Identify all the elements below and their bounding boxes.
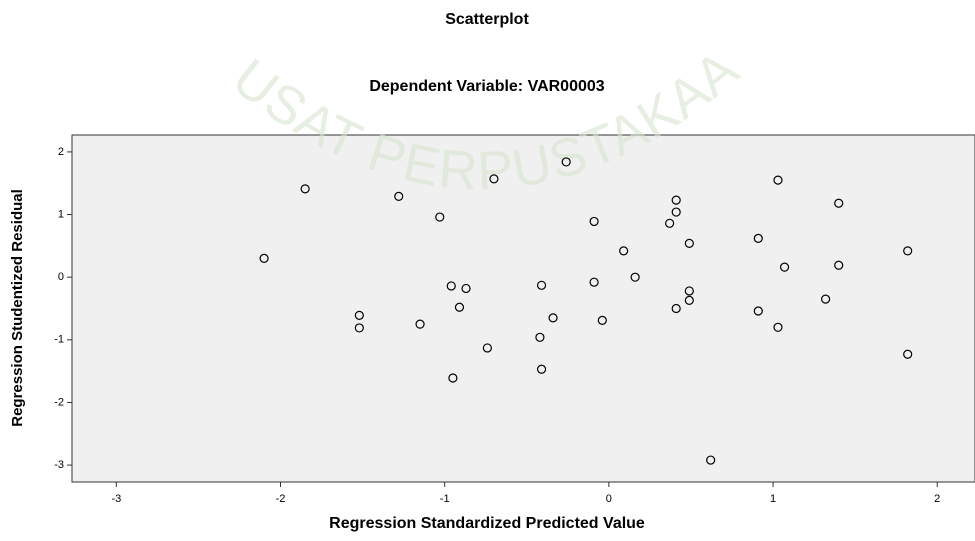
point bbox=[435, 212, 445, 222]
x-tick-label: 1 bbox=[770, 493, 776, 505]
point bbox=[536, 364, 547, 374]
point bbox=[773, 322, 783, 332]
point bbox=[415, 319, 425, 329]
point bbox=[300, 184, 310, 194]
point bbox=[461, 283, 471, 294]
x-tick-label: -1 bbox=[440, 493, 450, 505]
chart-subtitle: Dependent Variable: VAR00003 bbox=[369, 78, 604, 95]
y-tick-label: 1 bbox=[58, 208, 64, 220]
y-tick-label: -3 bbox=[54, 459, 64, 471]
point bbox=[259, 253, 269, 263]
y-tick-label: -1 bbox=[54, 334, 64, 346]
point bbox=[619, 246, 629, 256]
point bbox=[684, 238, 694, 248]
chart-title: Scatterplot bbox=[445, 11, 529, 28]
x-tick-label: 2 bbox=[934, 493, 940, 505]
point bbox=[820, 294, 831, 304]
plot-area bbox=[71, 134, 975, 483]
x-axis-label: Regression Standardized Predicted Value bbox=[329, 515, 645, 532]
point bbox=[671, 303, 681, 314]
point bbox=[448, 373, 458, 383]
point bbox=[903, 246, 913, 256]
point bbox=[489, 174, 499, 184]
point bbox=[561, 157, 571, 167]
point bbox=[589, 216, 599, 227]
point bbox=[684, 286, 694, 296]
point bbox=[446, 281, 456, 291]
point bbox=[630, 272, 640, 282]
point bbox=[903, 349, 913, 359]
point bbox=[482, 343, 492, 353]
point bbox=[535, 332, 545, 342]
point bbox=[536, 280, 547, 290]
x-tick-label: -2 bbox=[276, 493, 286, 505]
y-tick-label: 0 bbox=[58, 271, 64, 283]
point bbox=[589, 277, 599, 287]
y-tick-label: -2 bbox=[54, 396, 64, 408]
point bbox=[773, 175, 783, 185]
x-tick-label: -3 bbox=[111, 493, 121, 505]
point bbox=[753, 233, 763, 243]
point bbox=[354, 310, 364, 320]
point bbox=[354, 323, 364, 333]
y-tick-label: 2 bbox=[58, 146, 64, 158]
point bbox=[753, 306, 763, 316]
point bbox=[597, 315, 607, 326]
x-tick-label: 0 bbox=[606, 493, 612, 505]
point bbox=[671, 207, 681, 217]
point bbox=[684, 295, 694, 305]
point bbox=[834, 198, 844, 208]
point bbox=[834, 260, 844, 270]
point bbox=[454, 302, 465, 312]
point bbox=[706, 455, 716, 465]
point bbox=[671, 195, 681, 205]
point bbox=[779, 262, 790, 272]
point bbox=[394, 191, 404, 201]
y-axis-label: Regression Studentized Residual bbox=[9, 189, 26, 427]
point bbox=[548, 313, 558, 323]
point bbox=[665, 218, 675, 228]
